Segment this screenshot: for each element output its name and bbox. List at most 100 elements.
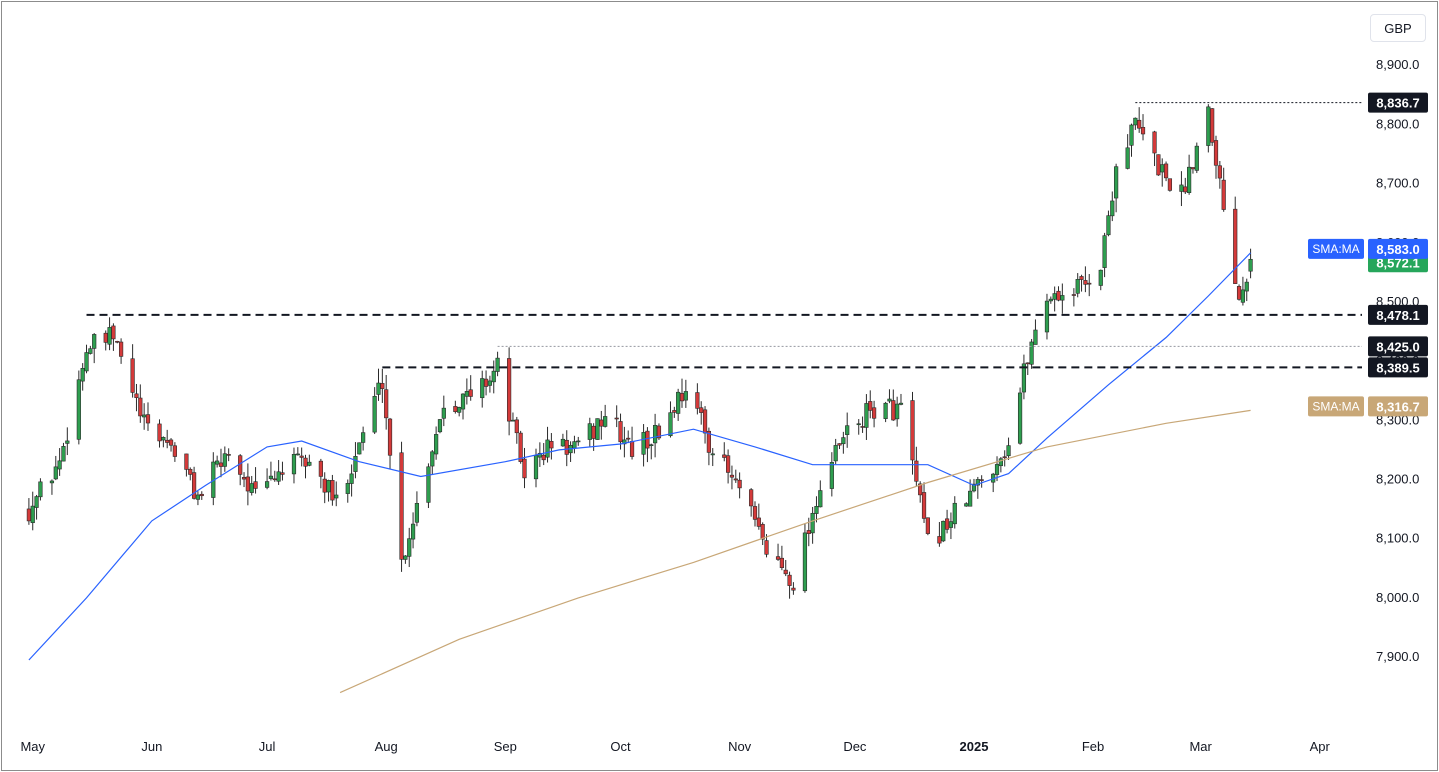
candle [318, 458, 323, 489]
candle [683, 379, 688, 408]
candle [49, 479, 55, 495]
candle [134, 383, 139, 412]
candle [345, 479, 350, 503]
candle [1217, 160, 1222, 189]
candle [384, 374, 389, 430]
candle [802, 523, 808, 593]
candle [191, 466, 197, 500]
candle [483, 370, 489, 396]
candle [1044, 293, 1050, 340]
candle [1190, 167, 1196, 174]
price-axis-label[interactable]: 8,583.0 [1368, 238, 1428, 259]
candle [860, 416, 865, 433]
candle [387, 417, 393, 470]
candle [1106, 210, 1111, 237]
candle [130, 344, 135, 398]
price-axis-label[interactable]: 8,836.7 [1368, 92, 1428, 113]
candle [468, 375, 473, 401]
x-tick-label: Mar [1189, 739, 1212, 754]
x-tick-label: Jul [259, 739, 276, 754]
candle [629, 426, 635, 460]
candle [142, 403, 147, 430]
candle [726, 449, 731, 484]
candle [92, 333, 97, 364]
candle [1167, 178, 1173, 192]
candle [572, 435, 577, 454]
candle [1025, 362, 1030, 376]
candle [295, 447, 300, 456]
candle [1017, 387, 1023, 445]
candle [837, 443, 842, 450]
candle [1125, 134, 1130, 170]
candle [34, 494, 39, 520]
candle [622, 426, 627, 458]
candle [276, 460, 281, 485]
price-axis-label[interactable]: 8,316.7 [1368, 396, 1428, 417]
candle [65, 427, 70, 456]
price-axis-label[interactable]: 8,389.5 [1368, 357, 1428, 378]
candle [914, 446, 919, 487]
candle [587, 417, 592, 447]
candle [760, 522, 765, 546]
candle [979, 475, 984, 488]
candle [937, 522, 942, 547]
currency-badge[interactable]: GBP [1370, 14, 1426, 42]
candle [871, 400, 877, 428]
candle [361, 426, 366, 451]
candle [57, 448, 62, 476]
candle [895, 396, 900, 427]
candle [841, 431, 846, 454]
candle [326, 479, 331, 502]
candle [1048, 296, 1053, 304]
candle [733, 469, 738, 483]
candle [80, 363, 85, 391]
price-axis-label[interactable]: 8,478.1 [1368, 304, 1428, 325]
candle [925, 517, 930, 536]
candle [487, 375, 493, 393]
x-tick-label: Dec [843, 739, 867, 754]
candle [215, 455, 220, 468]
candle [764, 534, 769, 558]
candle [549, 433, 554, 460]
candle [1156, 154, 1161, 176]
candle [810, 506, 815, 544]
y-tick-label: 8,700.0 [1376, 176, 1419, 191]
svg-text:SMA:MA: SMA:MA [1312, 399, 1359, 413]
candle [1244, 278, 1249, 302]
candle [1140, 114, 1146, 141]
sma-line [339, 409, 1251, 694]
candle [322, 472, 327, 504]
candle [614, 405, 619, 428]
svg-text:8,572.1: 8,572.1 [1376, 255, 1419, 270]
candle [349, 464, 354, 497]
candle [1129, 123, 1134, 157]
candle [437, 419, 443, 434]
candle [1110, 191, 1115, 222]
candle [864, 394, 869, 440]
x-tick-label: Apr [1310, 739, 1331, 754]
price-axis-label[interactable]: 8,425.0 [1368, 336, 1428, 357]
candle [756, 503, 761, 530]
y-tick-label: 8,200.0 [1376, 472, 1419, 487]
candle [199, 491, 204, 500]
candle [921, 482, 927, 524]
candle [26, 498, 31, 525]
candle [1194, 142, 1199, 174]
candle [53, 455, 58, 481]
candle [460, 393, 466, 420]
candle [195, 491, 201, 506]
candle [656, 423, 662, 441]
candle [560, 433, 566, 447]
candle [161, 436, 166, 448]
svg-text:8,389.5: 8,389.5 [1376, 360, 1419, 375]
x-tick-label: Oct [610, 739, 631, 754]
candle [818, 480, 823, 508]
candle [453, 400, 458, 414]
candle [414, 491, 420, 527]
candle [38, 478, 43, 501]
sma-name-label: SMA:MA [1308, 396, 1364, 417]
candle [856, 419, 861, 435]
candle [1083, 266, 1088, 293]
candle [480, 370, 485, 408]
